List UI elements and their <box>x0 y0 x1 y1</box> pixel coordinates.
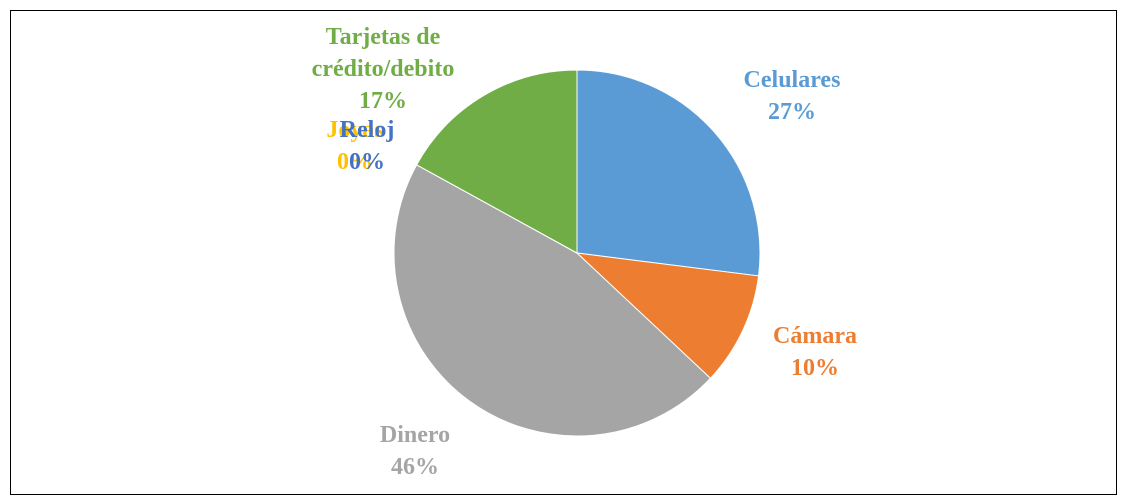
category-label: Cámara <box>773 323 857 349</box>
category-label: Celulares <box>743 67 841 93</box>
data-label: Dinero 46% <box>315 419 515 483</box>
data-label: Celulares 27% <box>692 64 892 128</box>
data-label: Reloj 0% <box>307 114 427 178</box>
pie-slice <box>576 69 761 277</box>
category-label: Joyas <box>326 117 384 143</box>
pie-slice <box>575 252 760 379</box>
value-label: 10% <box>791 355 839 381</box>
pie-slice <box>393 164 712 437</box>
value-label: 0% <box>337 149 373 175</box>
category-label: Tarjetas de crédito/debito <box>311 24 455 82</box>
value-label: 0% <box>349 149 385 175</box>
data-label: Tarjetas de crédito/debito 17% <box>283 21 483 117</box>
category-label: Dinero <box>379 422 451 448</box>
value-label: 27% <box>768 99 816 125</box>
value-label: 46% <box>391 454 439 480</box>
data-label: Joyas 0% <box>295 114 415 178</box>
data-label: Cámara 10% <box>715 320 915 384</box>
category-label: Reloj <box>339 117 395 143</box>
pie-slice <box>415 69 578 254</box>
value-label: 17% <box>359 88 407 114</box>
